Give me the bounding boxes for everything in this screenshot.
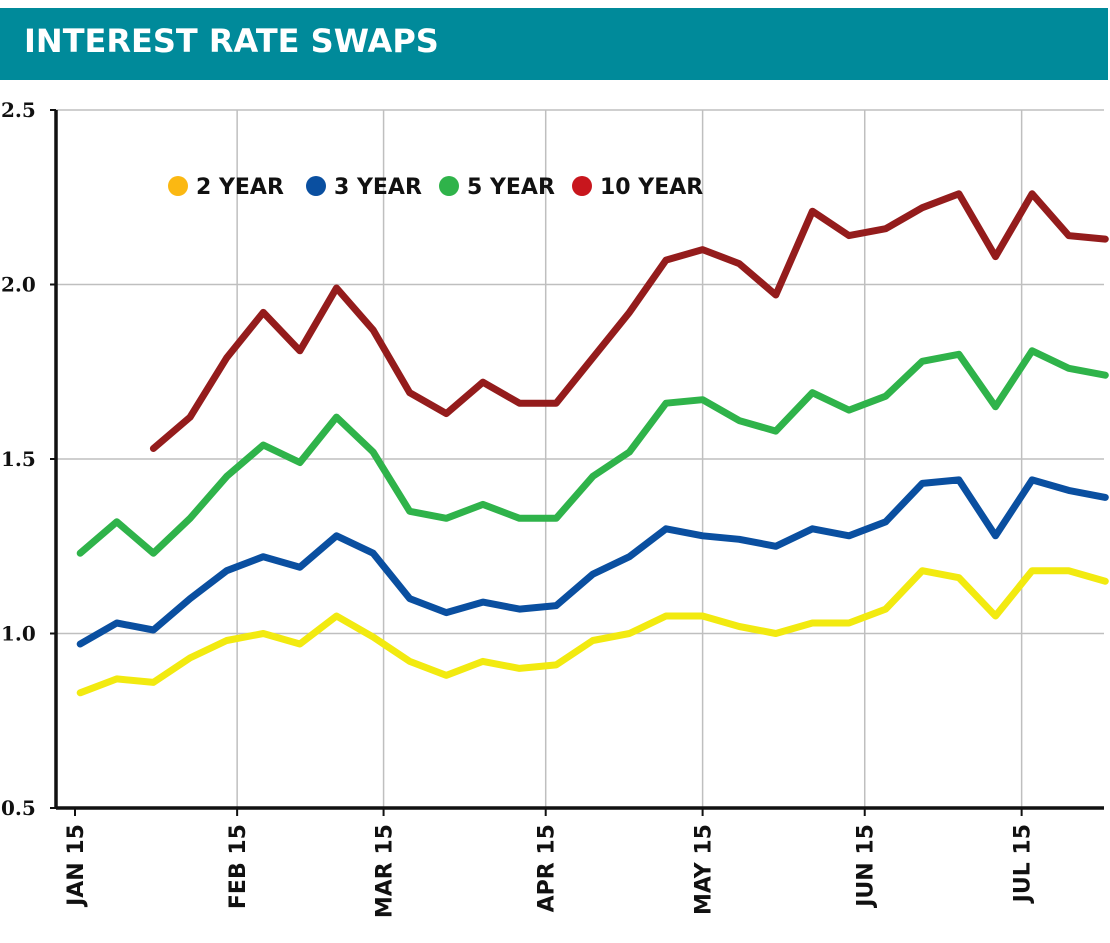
legend-marker-5-year — [439, 176, 459, 196]
chart-title: INTEREST RATE SWAPS — [24, 22, 439, 60]
y-tick-label: 0.5 — [1, 796, 36, 820]
title-bar: INTEREST RATE SWAPS — [0, 8, 1108, 80]
x-tick-label: APR 15 — [535, 824, 560, 912]
x-tick-label: FEB 15 — [226, 824, 251, 909]
x-tick-label: MAY 15 — [692, 824, 717, 915]
x-tick-label: MAR 15 — [373, 824, 398, 918]
y-tick-label: 2.5 — [1, 98, 36, 122]
series-line-2-year — [76, 567, 1109, 697]
x-tick-label: JAN 15 — [64, 824, 89, 908]
legend-label-3-year: 3 YEAR — [334, 175, 422, 200]
x-tick-label: JUN 15 — [854, 824, 879, 909]
legend-marker-10-year — [572, 176, 592, 196]
legend-label-5-year: 5 YEAR — [467, 175, 555, 200]
x-tick-label: JUL 15 — [1011, 824, 1036, 904]
y-tick-label: 1.5 — [1, 447, 36, 471]
legend-marker-3-year — [306, 176, 326, 196]
legend-label-2-year: 2 YEAR — [196, 175, 284, 200]
legend-label-10-year: 10 YEAR — [600, 175, 703, 200]
series-line-10-year — [149, 190, 1109, 452]
series-line-5-year — [76, 347, 1109, 557]
y-tick-label: 1.0 — [1, 622, 36, 646]
series-line-3-year — [76, 476, 1109, 648]
legend-marker-2-year — [168, 176, 188, 196]
y-tick-label: 2.0 — [1, 273, 36, 297]
